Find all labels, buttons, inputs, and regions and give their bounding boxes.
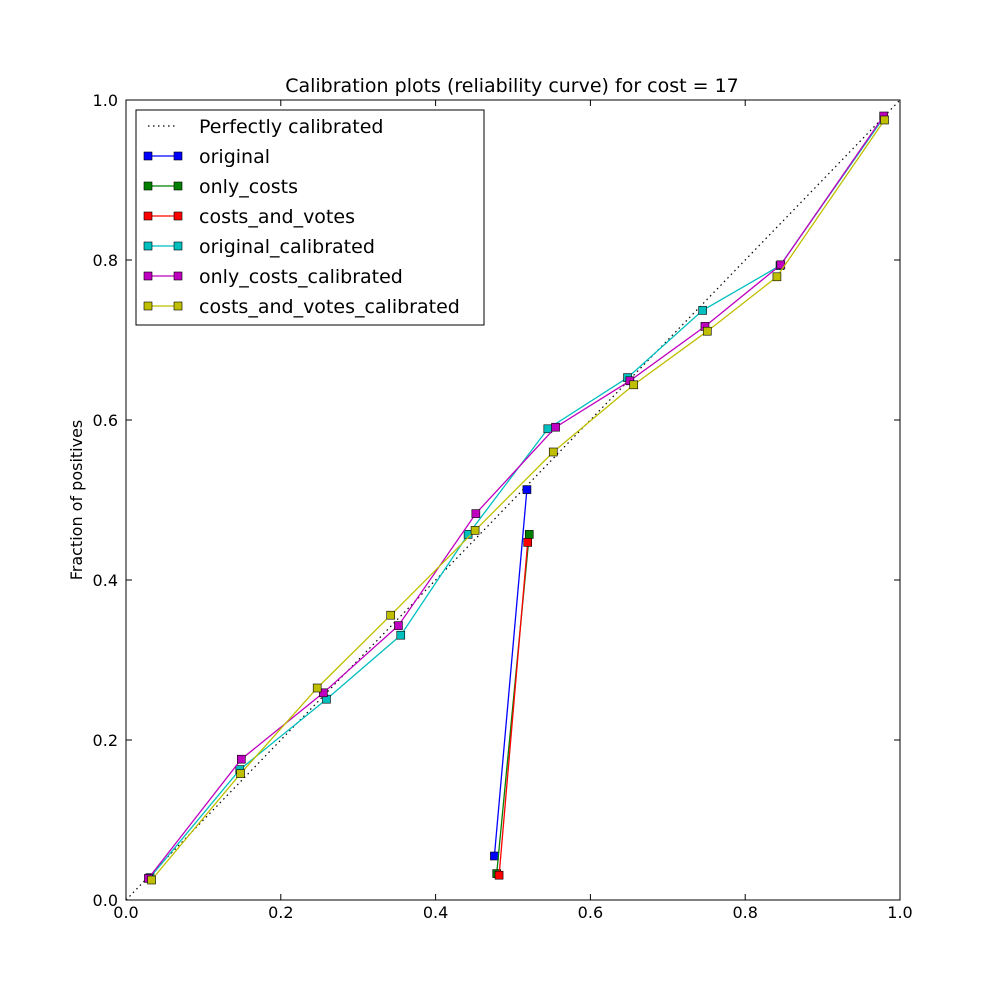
y-tick-label: 0.6 xyxy=(93,411,118,430)
y-tick-label: 1.0 xyxy=(93,91,118,110)
y-tick-label: 0.4 xyxy=(93,571,118,590)
legend-entry: only_costs xyxy=(143,176,298,198)
y-tick-label: 0.2 xyxy=(93,731,118,750)
legend-entry: original xyxy=(143,146,270,168)
x-tick-label: 0.2 xyxy=(268,903,293,922)
series-line xyxy=(149,117,885,879)
series-costs_and_votes xyxy=(494,538,533,880)
legend-marker xyxy=(143,301,153,311)
data-point xyxy=(629,380,639,390)
legend-marker xyxy=(173,181,183,191)
data-point xyxy=(523,538,533,547)
legend-label: Perfectly calibrated xyxy=(199,116,383,138)
legend-entry: original_calibrated xyxy=(143,236,375,258)
legend-marker xyxy=(173,151,183,161)
y-tick-label: 0.8 xyxy=(93,251,118,270)
data-point xyxy=(319,688,328,698)
legend-entry: costs_and_votes_calibrated xyxy=(143,296,460,318)
series-line xyxy=(498,542,529,876)
data-point xyxy=(494,870,504,880)
legend-marker xyxy=(143,211,153,221)
legend-items: Perfectly calibrated original only_costsco… xyxy=(143,116,460,318)
legend-marker xyxy=(173,241,183,251)
series-line xyxy=(493,489,528,857)
x-tick-label: 0.6 xyxy=(578,903,603,922)
series-line xyxy=(151,119,886,881)
data-point xyxy=(551,422,560,432)
legend-label: only_costs_calibrated xyxy=(199,266,403,288)
series-layer xyxy=(144,111,889,885)
chart-title: Calibration plots (reliability curve) fo… xyxy=(285,75,739,97)
legend-marker xyxy=(173,301,183,311)
legend-entry: only_costs_calibrated xyxy=(143,266,403,288)
legend-marker xyxy=(143,151,153,161)
reference-line-layer xyxy=(125,99,901,901)
y-tick-label: 0.0 xyxy=(93,891,118,910)
legend-marker xyxy=(173,271,183,281)
data-point xyxy=(543,424,553,434)
data-point xyxy=(522,485,532,494)
data-point xyxy=(524,530,534,539)
legend-label: only_costs xyxy=(199,176,298,198)
legend-entry: costs_and_votes xyxy=(143,206,355,228)
perfectly-calibrated-line xyxy=(125,99,901,901)
y-axis-label: Fraction of positives xyxy=(67,420,86,581)
x-tick-label: 1.0 xyxy=(887,903,912,922)
data-point xyxy=(237,754,246,764)
data-point xyxy=(470,526,480,535)
data-point xyxy=(312,683,322,693)
data-point xyxy=(490,851,499,861)
axis-ticks: 0.0 0.2 0.4 0.6 0.8 1.0 0.0 0.2 0.4 0.6 0.8 1.0 xyxy=(93,91,913,922)
data-point xyxy=(548,447,558,457)
data-point xyxy=(772,272,782,282)
legend-marker xyxy=(143,181,153,191)
legend-label: costs_and_votes xyxy=(199,206,355,228)
data-point xyxy=(386,610,396,620)
legend-entry: Perfectly calibrated xyxy=(148,116,383,138)
data-point xyxy=(698,306,707,315)
legend: Perfectly calibrated original only_costsco… xyxy=(135,109,485,326)
legend-marker xyxy=(173,211,183,221)
x-tick-label: 0.0 xyxy=(113,903,138,922)
legend-label: original xyxy=(199,146,270,168)
legend-marker xyxy=(143,271,153,281)
data-point xyxy=(396,630,406,640)
plot-frame xyxy=(125,99,901,901)
series-costs_and_votes_calibrated xyxy=(147,115,889,885)
legend-label: original_calibrated xyxy=(199,236,375,258)
legend-label: costs_and_votes_calibrated xyxy=(199,296,460,318)
data-point xyxy=(471,509,481,518)
data-point xyxy=(394,621,403,630)
x-tick-label: 0.8 xyxy=(732,903,757,922)
data-point xyxy=(880,115,889,125)
legend-marker xyxy=(143,241,153,251)
data-point xyxy=(236,769,245,778)
x-tick-label: 0.4 xyxy=(423,903,448,922)
legend-box xyxy=(135,109,485,326)
data-point xyxy=(702,326,712,336)
data-point xyxy=(147,875,156,885)
